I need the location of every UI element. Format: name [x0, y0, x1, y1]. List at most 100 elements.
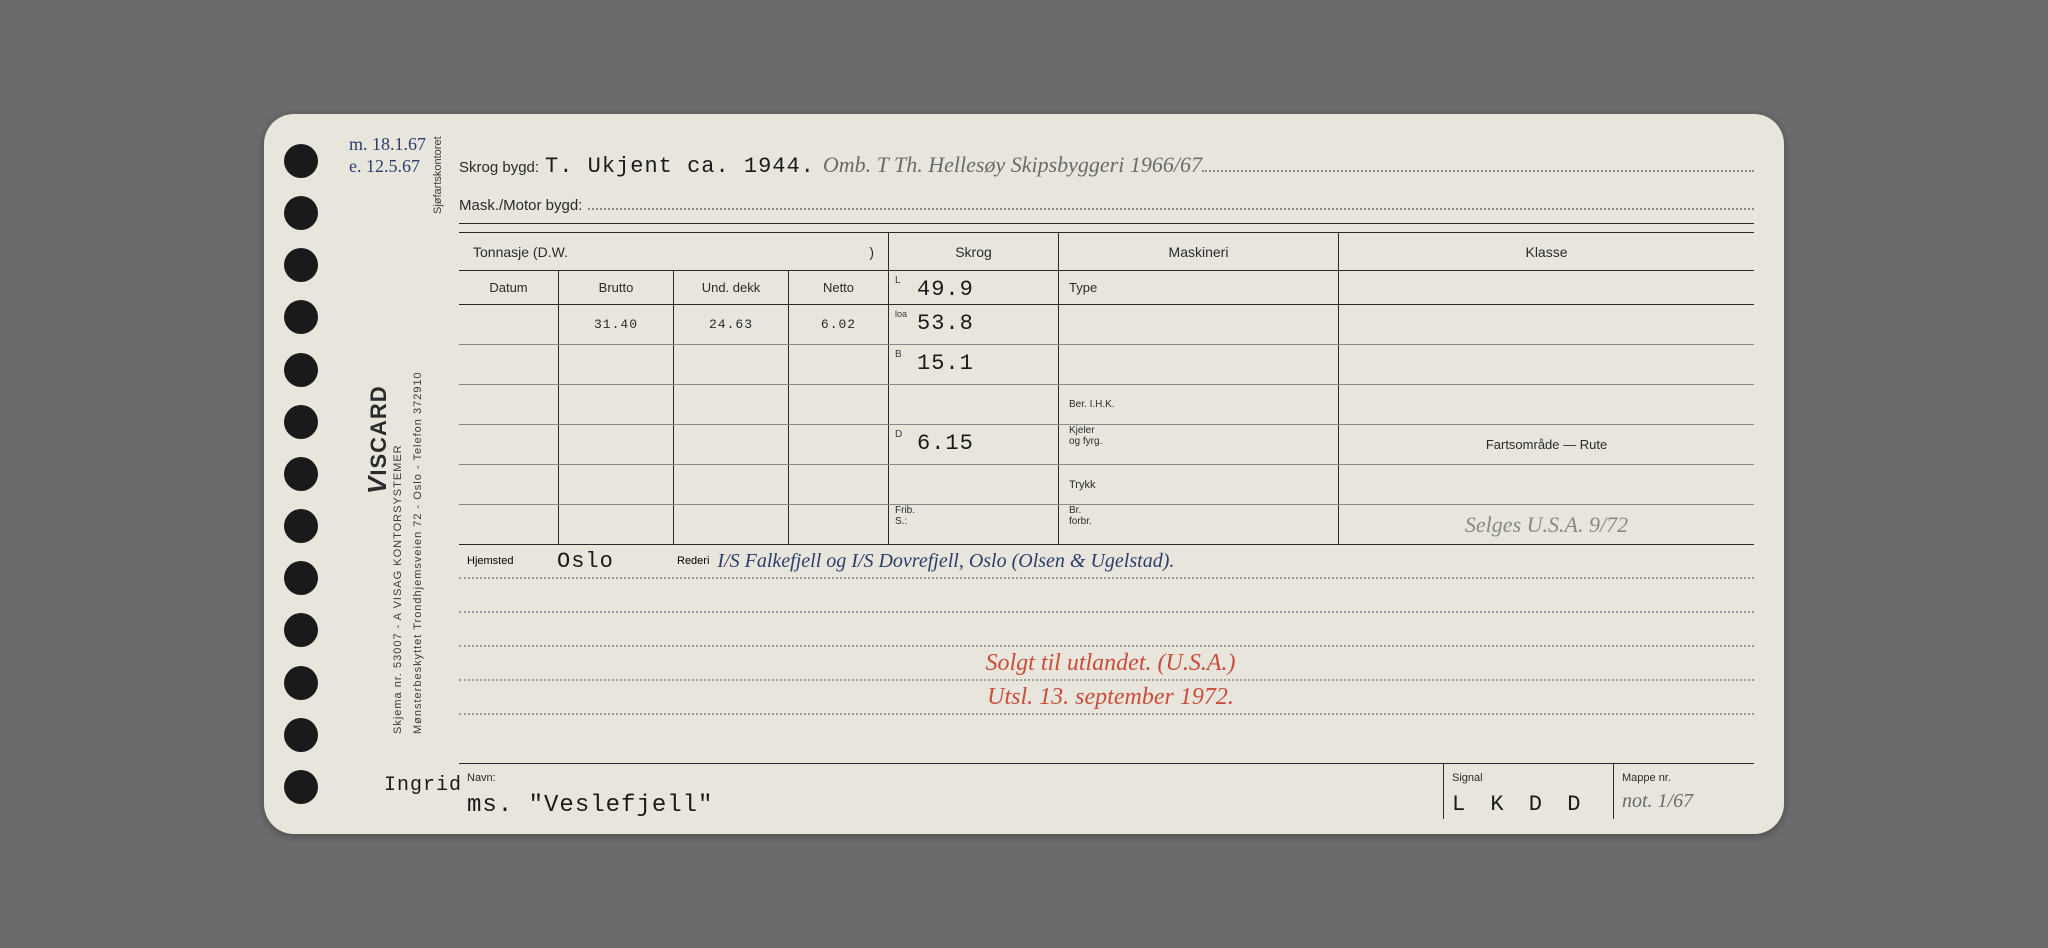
- signal-label: Signal: [1452, 772, 1483, 784]
- klasse-r2: [1339, 345, 1754, 384]
- col-klasse: Klasse: [1339, 233, 1754, 270]
- s-label: S.:: [895, 516, 907, 527]
- col-unddekk: Und. dekk: [674, 271, 789, 304]
- form-number: Skjema nr. 53007 - A VISAG KONTORSYSTEME…: [392, 444, 404, 734]
- content-area: m. 18.1.67 e. 12.5.67 Skrog bygd: T. Ukj…: [459, 134, 1754, 819]
- sidebar: VVISCARDISCARD Skjema nr. 53007 - A VISA…: [344, 114, 454, 834]
- annotation-e: e. 12.5.67: [349, 156, 426, 178]
- rederi-value: I/S Falkefjell og I/S Dovrefjell, Oslo (…: [717, 550, 1174, 573]
- col-netto: Netto: [789, 271, 889, 304]
- col-maskineri: Maskineri: [1059, 233, 1339, 270]
- klasse-note: Selges U.S.A. 9/72: [1339, 505, 1754, 544]
- forbr-label: forbr.: [1069, 516, 1092, 527]
- prev-name: Ingrid: [384, 774, 462, 797]
- klasse-fartsomrade: Fartsområde — Rute: [1339, 425, 1754, 464]
- lower-row-5: Utsl. 13. september 1972.: [459, 681, 1754, 715]
- hole: [284, 144, 318, 178]
- skrog-frib: Frib. S.:: [889, 505, 1059, 544]
- signal-cell: Signal L K D D: [1444, 764, 1614, 819]
- skrog-D: D 6.15: [889, 425, 1059, 464]
- hole: [284, 666, 318, 700]
- hole: [284, 353, 318, 387]
- L-label: L: [895, 275, 901, 286]
- hjemsted-label: Hjemsted: [467, 555, 557, 567]
- header-row-2: Datum Brutto Und. dekk Netto L 49.9 Type: [459, 271, 1754, 305]
- brand-logo: VVISCARDISCARD: [362, 385, 393, 494]
- navn-label: Navn:: [467, 772, 496, 784]
- type-label: Type: [1069, 280, 1097, 295]
- mask-motor-row: Mask./Motor bygd:: [459, 179, 1754, 224]
- data-row-1: 31.40 24.63 6.02 loa 53.8: [459, 305, 1754, 345]
- brutto-value: 31.40: [559, 305, 674, 344]
- col-brutto: Brutto: [559, 271, 674, 304]
- B-value: 15.1: [917, 351, 974, 376]
- data-row-5: Trykk: [459, 465, 1754, 505]
- trykk-label: Trykk: [1069, 479, 1095, 491]
- maskineri-type: Type: [1059, 271, 1339, 304]
- skrog-bygd-handwritten: Omb. T Th. Hellesøy Skipsbyggeri 1966/67: [823, 152, 1202, 178]
- klasse-empty1: [1339, 271, 1754, 304]
- col-skrog: Skrog: [889, 233, 1059, 270]
- navn-cell: Ingrid Navn: ms. "Veslefjell": [459, 764, 1444, 819]
- handwritten-dates: m. 18.1.67 e. 12.5.67: [349, 134, 426, 177]
- hole: [284, 248, 318, 282]
- header-row-1: Tonnasje (D.W. ) Skrog Maskineri Klasse: [459, 233, 1754, 271]
- L-value: 49.9: [917, 277, 974, 302]
- annotation-m: m. 18.1.67: [349, 134, 426, 156]
- sjofart-label: Sjøfartskontoret: [432, 136, 444, 214]
- hjemsted-row: Hjemsted Oslo Rederi I/S Falkefjell og I…: [459, 545, 1754, 579]
- klasse-r5: [1339, 465, 1754, 504]
- main-grid: Tonnasje (D.W. ) Skrog Maskineri Klasse …: [459, 232, 1754, 715]
- netto-value: 6.02: [789, 305, 889, 344]
- skrog-bygd-label: Skrog bygd:: [459, 159, 539, 176]
- data-row-6: Frib. S.: Br. forbr. Selges U.S.A. 9/72: [459, 505, 1754, 545]
- ber-label: Ber. I.H.K.: [1069, 399, 1115, 410]
- hole: [284, 770, 318, 804]
- klasse-r1: [1339, 305, 1754, 344]
- skrog-B: B 15.1: [889, 345, 1059, 384]
- binder-holes: [284, 144, 334, 804]
- lower-row-4: Solgt til utlandet. (U.S.A.): [459, 647, 1754, 681]
- tonnasje-label: Tonnasje (D.W.: [473, 244, 568, 260]
- maskineri-br: Br. forbr.: [1059, 505, 1339, 544]
- tonnasje-close: ): [869, 244, 874, 260]
- lower-row-2: [459, 579, 1754, 613]
- hole: [284, 405, 318, 439]
- maskineri-r2: [1059, 345, 1339, 384]
- maskineri-ber: Ber. I.H.K.: [1059, 385, 1339, 424]
- skrog-bygd-row: Skrog bygd: T. Ukjent ca. 1944. Omb. T T…: [459, 134, 1754, 179]
- maskineri-r1: [1059, 305, 1339, 344]
- br-label: Br.: [1069, 505, 1081, 516]
- lower-section: Hjemsted Oslo Rederi I/S Falkefjell og I…: [459, 545, 1754, 715]
- unddekk-value: 24.63: [674, 305, 789, 344]
- red-note-2: Utsl. 13. september 1972.: [987, 684, 1234, 711]
- klasse-note-text: Selges U.S.A. 9/72: [1465, 512, 1628, 538]
- data-row-3: Ber. I.H.K.: [459, 385, 1754, 425]
- hole: [284, 300, 318, 334]
- hole: [284, 718, 318, 752]
- hole: [284, 509, 318, 543]
- skrog-empty2: [889, 465, 1059, 504]
- frib-label: Frib.: [895, 505, 915, 516]
- D-label: D: [895, 429, 902, 440]
- skrog-empty1: [889, 385, 1059, 424]
- red-note-1: Solgt til utlandet. (U.S.A.): [986, 650, 1236, 677]
- maskineri-kjeler: Kjeler og fyrg.: [1059, 425, 1339, 464]
- lower-row-3: [459, 613, 1754, 647]
- skrog-loa: loa 53.8: [889, 305, 1059, 344]
- loa-value: 53.8: [917, 311, 974, 336]
- skrog-bygd-typed: T. Ukjent ca. 1944.: [545, 154, 815, 179]
- navn-value: ms. "Veslefjell": [467, 792, 1435, 819]
- hole: [284, 196, 318, 230]
- ogfyrg-label: og fyrg.: [1069, 436, 1102, 447]
- signal-value: L K D D: [1452, 792, 1605, 817]
- loa-label: loa: [895, 309, 907, 319]
- bottom-row: Ingrid Navn: ms. "Veslefjell" Signal L K…: [459, 763, 1754, 819]
- B-label: B: [895, 349, 902, 360]
- data-row-2: B 15.1: [459, 345, 1754, 385]
- hole: [284, 457, 318, 491]
- form-address: Mønsterbeskyttet Trondhjemsveien 72 - Os…: [412, 371, 424, 734]
- col-datum: Datum: [459, 271, 559, 304]
- hole: [284, 561, 318, 595]
- mappe-label: Mappe nr.: [1622, 772, 1671, 784]
